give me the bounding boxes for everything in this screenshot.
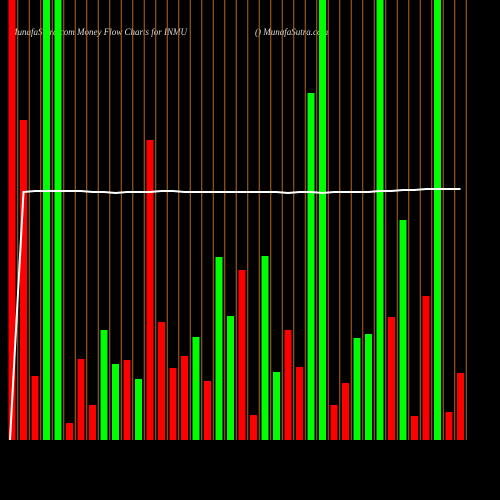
bar — [112, 364, 119, 440]
bar — [158, 322, 165, 440]
bar — [388, 317, 395, 440]
bar — [284, 330, 292, 440]
bar — [399, 220, 407, 440]
bar — [135, 379, 142, 440]
bar — [250, 415, 257, 440]
bar — [169, 368, 177, 440]
bar — [411, 416, 418, 440]
bar — [273, 372, 280, 440]
bar — [238, 270, 246, 440]
bar — [43, 0, 50, 440]
bar — [77, 359, 85, 440]
chart-subtitle: () MunafaSutra.com — [255, 27, 328, 37]
bar — [123, 360, 131, 440]
bar — [261, 256, 269, 440]
bar — [353, 338, 361, 440]
bar — [330, 405, 338, 440]
money-flow-line — [9, 188, 461, 441]
bar — [100, 330, 108, 440]
bar — [296, 367, 303, 440]
bar — [227, 316, 234, 440]
bar — [54, 0, 62, 440]
bar — [319, 0, 326, 440]
bar — [20, 120, 27, 440]
bar — [365, 334, 372, 440]
bar — [342, 383, 349, 440]
bar — [376, 0, 384, 440]
bar — [215, 257, 223, 440]
bar — [8, 0, 16, 440]
bar — [457, 373, 464, 440]
bar — [204, 381, 211, 440]
bar — [434, 0, 441, 440]
bar — [66, 423, 73, 440]
bar — [192, 337, 200, 440]
bar — [422, 296, 430, 440]
bar — [31, 376, 39, 440]
bar — [445, 412, 453, 440]
bar — [146, 140, 154, 440]
bar — [181, 356, 188, 440]
bar — [89, 405, 96, 440]
bar — [307, 93, 315, 440]
